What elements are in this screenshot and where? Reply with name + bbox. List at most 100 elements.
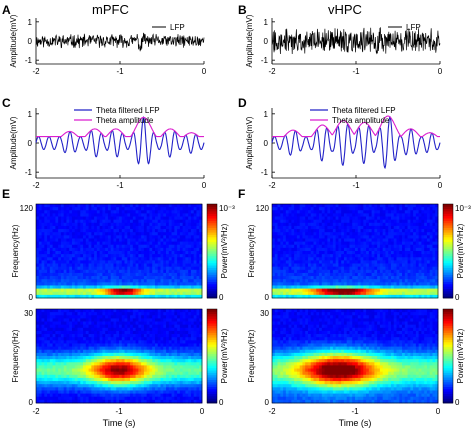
heatmap-cell	[121, 204, 125, 208]
heatmap-cell	[196, 362, 200, 366]
heatmap-cell	[38, 269, 42, 274]
panel-letter-f: F	[238, 187, 245, 201]
x-tick-label: -1	[116, 67, 124, 76]
heatmap-cell	[60, 371, 65, 376]
heatmap-cell	[80, 260, 84, 264]
heatmap-cell	[74, 309, 78, 313]
heatmap-cell	[38, 263, 42, 268]
heatmap-cell	[141, 324, 145, 329]
heatmap-cell	[193, 279, 197, 283]
heatmap-cell	[410, 238, 414, 242]
heatmap-cell	[149, 368, 153, 373]
heatmap-cell	[80, 232, 84, 236]
heatmap-cell	[327, 219, 331, 224]
heatmap-cell	[66, 356, 70, 360]
heatmap-cell	[146, 393, 150, 398]
heatmap-cell	[96, 387, 101, 391]
colorbar-step	[207, 351, 217, 355]
heatmap-cell	[371, 238, 375, 242]
heatmap-cell	[113, 282, 117, 286]
heatmap-cell	[69, 207, 73, 211]
heatmap-cell	[63, 393, 67, 398]
heatmap-cell	[404, 251, 408, 255]
heatmap-cell	[402, 263, 406, 268]
heatmap-cell	[94, 356, 98, 360]
heatmap-cell	[182, 263, 186, 268]
heatmap-cell	[177, 269, 181, 274]
heatmap-cell	[119, 269, 123, 274]
heatmap-cell	[110, 204, 114, 208]
heatmap-cell	[182, 362, 186, 366]
heatmap-cell	[143, 368, 148, 373]
heatmap-cell	[47, 229, 51, 233]
heatmap-cell	[182, 371, 186, 376]
heatmap-cell	[166, 219, 170, 224]
heatmap-cell	[168, 349, 172, 354]
heatmap-cell	[190, 321, 195, 326]
heatmap-cell	[402, 251, 406, 255]
heatmap-cell	[179, 229, 184, 233]
heatmap-cell	[357, 207, 361, 211]
heatmap-cell	[291, 229, 295, 233]
heatmap-cell	[274, 238, 278, 242]
heatmap-cell	[146, 251, 150, 255]
heatmap-cell	[44, 321, 48, 326]
heatmap-cell	[316, 244, 320, 249]
heatmap-cell	[83, 251, 87, 255]
heatmap-cell	[85, 204, 89, 208]
heatmap-cell	[69, 393, 73, 398]
heatmap-cell	[127, 294, 131, 299]
heatmap-cell	[49, 330, 53, 335]
heatmap-cell	[154, 219, 159, 224]
heatmap-cell	[96, 384, 101, 388]
heatmap-cell	[60, 340, 65, 344]
heatmap-cell	[94, 204, 98, 208]
heatmap-cell	[141, 238, 145, 242]
heatmap-cell	[185, 352, 189, 357]
heatmap-cell	[157, 247, 161, 252]
heatmap-cell	[332, 254, 337, 258]
heatmap-cell	[179, 312, 184, 316]
heatmap-cell	[413, 235, 417, 239]
heatmap-cell	[130, 272, 134, 277]
heatmap-cell	[94, 337, 98, 341]
heatmap-cell	[404, 244, 408, 249]
heatmap-cell	[49, 210, 53, 214]
heatmap-cell	[357, 235, 361, 239]
heatmap-cell	[41, 356, 45, 360]
heatmap-cell	[110, 251, 114, 255]
heatmap-cell	[154, 315, 159, 319]
heatmap-cell	[363, 260, 367, 264]
heatmap-cell	[96, 390, 101, 394]
heatmap-cell	[182, 309, 186, 313]
heatmap-cell	[171, 291, 175, 296]
heatmap-cell	[85, 263, 89, 268]
heatmap-cell	[85, 365, 89, 369]
heatmap-cell	[199, 222, 203, 227]
heatmap-cell	[346, 229, 350, 233]
heatmap-cell	[58, 312, 62, 316]
heatmap-cell	[80, 238, 84, 242]
heatmap-cell	[307, 235, 312, 239]
heatmap-cell	[91, 399, 95, 404]
heatmap-cell	[105, 222, 109, 227]
heatmap-cell	[141, 352, 145, 357]
heatmap-cell	[105, 266, 109, 271]
heatmap-cell	[179, 285, 184, 289]
colorbar-step	[207, 363, 217, 366]
heatmap-cell	[182, 387, 186, 391]
heatmap-cell	[41, 377, 45, 382]
heatmap-cell	[44, 368, 48, 373]
heatmap-cell	[49, 251, 53, 255]
heatmap-cell	[127, 309, 131, 313]
heatmap-cell	[154, 346, 159, 351]
heatmap-cell	[163, 377, 167, 382]
heatmap-cell	[135, 247, 139, 252]
heatmap-cell	[185, 318, 189, 322]
heatmap-cell	[77, 399, 81, 404]
heatmap-cell	[138, 266, 142, 271]
heatmap-cell	[113, 330, 117, 335]
heatmap-cell	[113, 257, 117, 261]
heatmap-cell	[307, 213, 312, 217]
heatmap-cell	[58, 346, 62, 351]
